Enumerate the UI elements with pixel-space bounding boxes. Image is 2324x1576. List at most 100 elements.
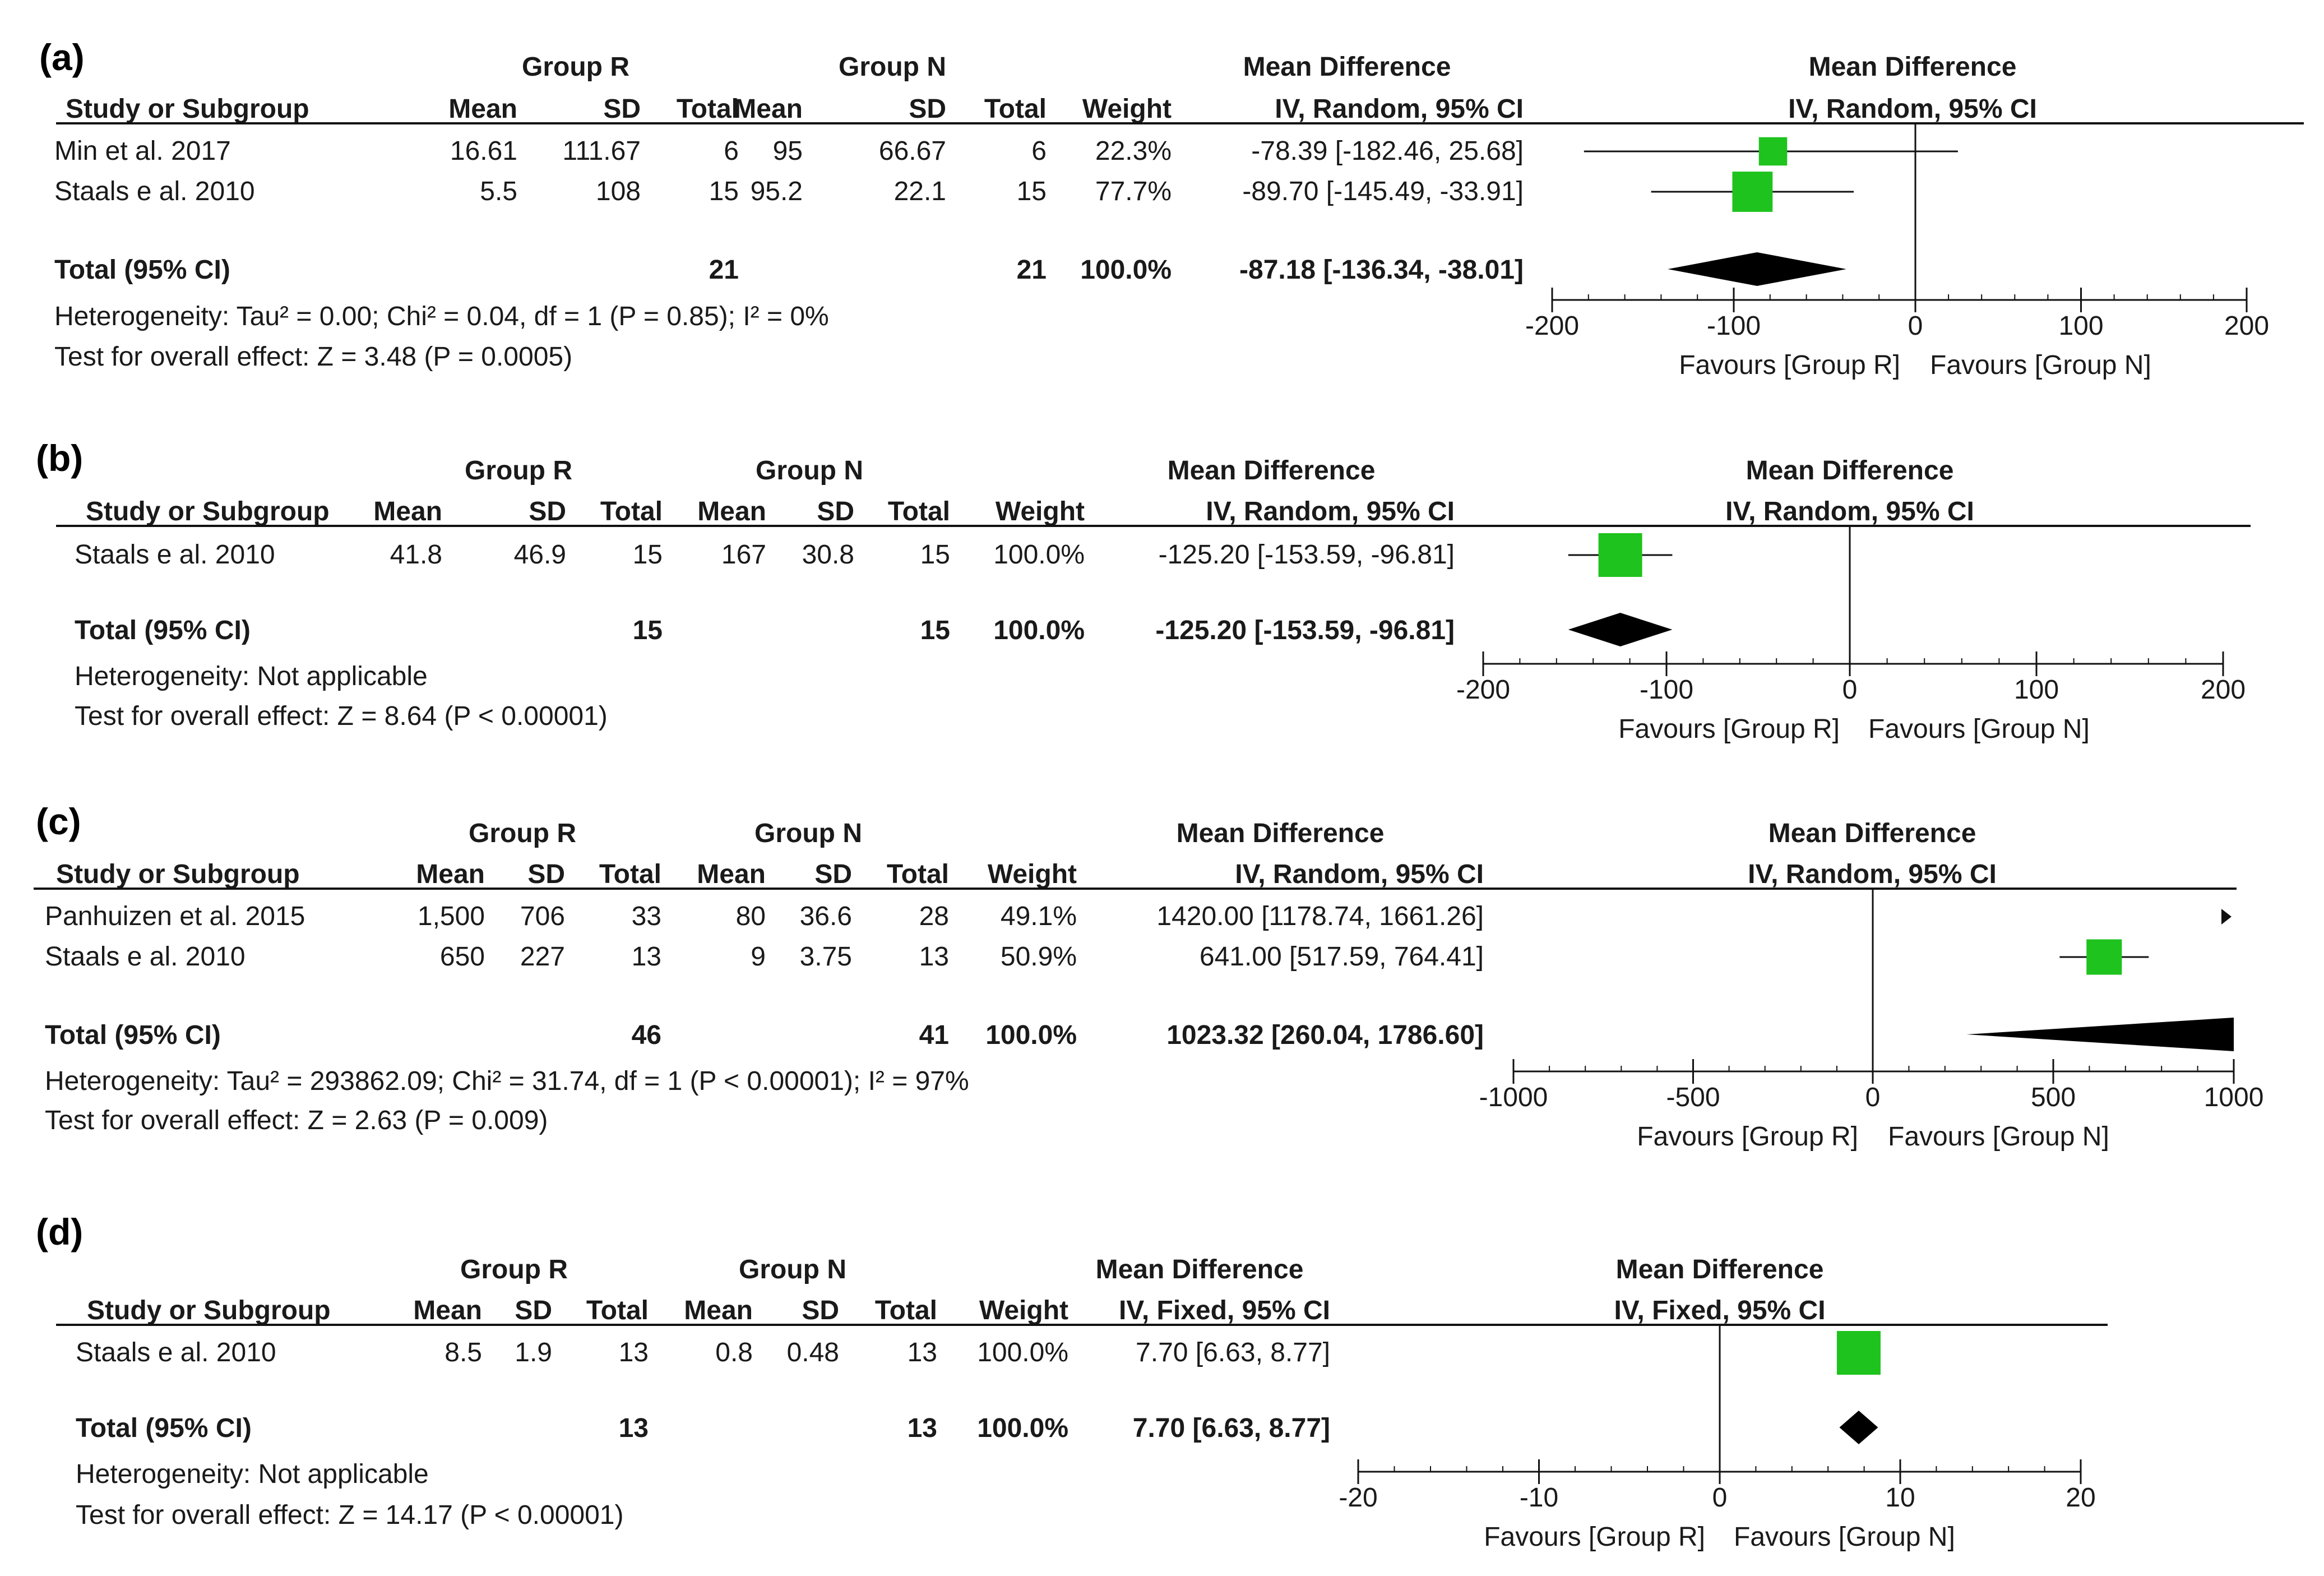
group-n-header: Group N xyxy=(756,456,863,486)
study-mean-n: 167 xyxy=(721,540,766,570)
group-n-header: Group N xyxy=(839,52,946,82)
x-tick-label: -500 xyxy=(1666,1083,1720,1112)
total-r-header: Total xyxy=(586,1296,649,1325)
total-n-header: Total xyxy=(887,859,949,889)
overall-effect-text: Test for overall effect: Z = 2.63 (P = 0… xyxy=(45,1106,548,1135)
x-tick-label: 1000 xyxy=(2204,1083,2264,1112)
study-total-n: 13 xyxy=(908,1338,937,1367)
total-diamond xyxy=(1966,1018,2234,1051)
study-mean-r: 650 xyxy=(440,942,485,972)
study-mean-n: 80 xyxy=(736,902,766,931)
favours-left-label: Favours [Group R] xyxy=(1484,1522,1705,1552)
study-weight: 49.1% xyxy=(1001,902,1077,931)
mean-n-header: Mean xyxy=(734,94,803,124)
study-ci: 1420.00 [1178.74, 1661.26] xyxy=(1156,902,1484,931)
favours-right-label: Favours [Group N] xyxy=(1868,714,2090,744)
forest-panel-d: (d) Group R Group N Mean Difference Mean Dif… xyxy=(36,1211,2108,1552)
overall-effect-text: Test for overall effect: Z = 3.48 (P = 0… xyxy=(54,342,572,372)
favours-left-label: Favours [Group R] xyxy=(1679,350,1900,380)
effect-header: Mean Difference xyxy=(1177,819,1385,848)
effect-header: Mean Difference xyxy=(1168,456,1376,486)
total-weight: 100.0% xyxy=(977,1413,1068,1443)
x-tick-label: 20 xyxy=(2066,1483,2095,1513)
total-n: 41 xyxy=(919,1020,949,1050)
study-weight: 22.3% xyxy=(1095,136,1172,166)
study-sd-n: 30.8 xyxy=(802,540,854,570)
total-diamond xyxy=(1568,613,1673,646)
total-ci: 1023.32 [260.04, 1786.60] xyxy=(1166,1020,1484,1050)
study-effect-square xyxy=(1836,1331,1881,1375)
x-tick-label: -1000 xyxy=(1479,1083,1548,1112)
forest-panel-a: (a) Group R Group N Mean Difference Mean Dif… xyxy=(39,36,2304,380)
forest-panel-c: (c) Group R Group N Mean Difference Mean Dif… xyxy=(34,801,2263,1152)
study-total-n: 15 xyxy=(1017,177,1047,206)
plot-method-header: IV, Fixed, 95% CI xyxy=(1614,1296,1825,1325)
total-r: 21 xyxy=(709,255,739,285)
study-column-header: Study or Subgroup xyxy=(86,497,330,526)
x-tick-label: 0 xyxy=(1712,1483,1728,1513)
plot-effect-header: Mean Difference xyxy=(1769,819,1976,848)
study-sd-r: 108 xyxy=(596,177,641,206)
total-r: 15 xyxy=(633,616,663,645)
method-header: IV, Fixed, 95% CI xyxy=(1119,1296,1330,1325)
study-mean-n: 95 xyxy=(773,136,803,166)
study-weight: 50.9% xyxy=(1001,942,1077,972)
study-mean-n: 0.8 xyxy=(715,1338,753,1367)
sd-r-header: SD xyxy=(529,497,566,526)
x-tick-label: 100 xyxy=(2058,311,2103,341)
group-n-header: Group N xyxy=(739,1255,846,1284)
heterogeneity-text: Heterogeneity: Tau² = 0.00; Chi² = 0.04,… xyxy=(54,302,829,331)
study-total-r: 13 xyxy=(632,942,661,972)
plot-method-header: IV, Random, 95% CI xyxy=(1725,497,1974,526)
weight-header: Weight xyxy=(996,497,1085,526)
study-effect-square xyxy=(1598,533,1642,577)
sd-n-header: SD xyxy=(802,1296,839,1325)
method-header: IV, Random, 95% CI xyxy=(1275,94,1524,124)
x-tick-label: 500 xyxy=(2031,1083,2076,1112)
study-total-r: 33 xyxy=(632,902,661,931)
study-sd-n: 22.1 xyxy=(894,177,946,206)
study-column-header: Study or Subgroup xyxy=(56,859,300,889)
study-sd-r: 706 xyxy=(520,902,565,931)
total-label: Total (95% CI) xyxy=(54,255,230,285)
group-r-header: Group R xyxy=(460,1255,568,1284)
sd-n-header: SD xyxy=(909,94,946,124)
x-tick-label: -20 xyxy=(1339,1483,1377,1513)
study-sd-r: 227 xyxy=(520,942,565,972)
study-total-r: 13 xyxy=(619,1338,649,1367)
study-ci: -125.20 [-153.59, -96.81] xyxy=(1159,540,1455,570)
heterogeneity-text: Heterogeneity: Tau² = 293862.09; Chi² = … xyxy=(45,1066,969,1096)
effect-header: Mean Difference xyxy=(1096,1255,1304,1284)
sd-r-header: SD xyxy=(515,1296,552,1325)
study-name: Staals e al. 2010 xyxy=(75,540,275,570)
panel-label: (d) xyxy=(36,1211,83,1253)
weight-header: Weight xyxy=(988,859,1077,889)
effect-header: Mean Difference xyxy=(1243,52,1451,82)
favours-right-label: Favours [Group N] xyxy=(1734,1522,1955,1552)
total-r: 46 xyxy=(632,1020,661,1050)
total-r: 13 xyxy=(619,1413,649,1443)
total-r-header: Total xyxy=(599,859,661,889)
study-sd-r: 1.9 xyxy=(515,1338,552,1367)
total-weight: 100.0% xyxy=(993,616,1085,645)
total-label: Total (95% CI) xyxy=(45,1020,221,1050)
study-total-r: 6 xyxy=(724,136,739,166)
x-tick-label: -100 xyxy=(1640,675,1693,705)
x-tick-label: -200 xyxy=(1525,311,1579,341)
total-n: 13 xyxy=(908,1413,937,1443)
sd-n-header: SD xyxy=(814,859,852,889)
study-total-r: 15 xyxy=(709,177,739,206)
total-r-header: Total xyxy=(600,497,663,526)
study-name: Min et al. 2017 xyxy=(54,136,231,166)
study-sd-n: 3.75 xyxy=(800,942,852,972)
study-name: Panhuizen et al. 2015 xyxy=(45,902,305,931)
study-effect-square xyxy=(1758,137,1788,166)
method-header: IV, Random, 95% CI xyxy=(1206,497,1455,526)
study-total-n: 15 xyxy=(920,540,950,570)
total-n-header: Total xyxy=(875,1296,937,1325)
study-name: Staals e al. 2010 xyxy=(54,177,255,206)
x-tick-label: 100 xyxy=(2014,675,2059,705)
total-diamond xyxy=(1668,252,1846,286)
panel-label: (a) xyxy=(39,36,85,78)
